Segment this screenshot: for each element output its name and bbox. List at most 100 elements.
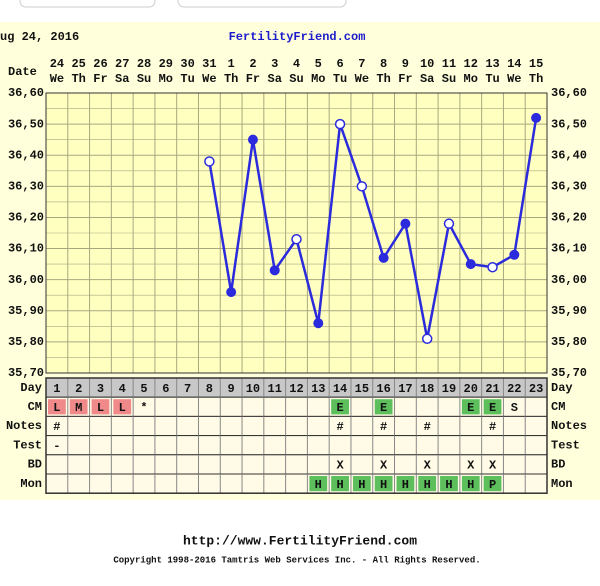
x-tick-label: 30 <box>180 57 194 71</box>
cell-highlight <box>309 476 328 492</box>
x-tick-label: 28 <box>137 57 151 71</box>
weekday-label: Tu <box>485 72 499 86</box>
y-tick-label-right: 36,40 <box>551 148 587 162</box>
chart-title: FertilityFriend.com <box>229 30 366 44</box>
x-tick-label: 31 <box>202 57 216 71</box>
row-label-right: Day <box>551 381 573 395</box>
table-cell: X <box>424 459 432 473</box>
y-tick-label: 35,90 <box>8 304 44 318</box>
table-cell: E <box>336 401 343 415</box>
footer-url: http://www.FertilityFriend.com <box>183 533 417 548</box>
y-tick-label: 36,10 <box>8 242 44 256</box>
cell-highlight <box>483 476 502 492</box>
x-tick-label: 26 <box>93 57 107 71</box>
table-cell: H <box>445 478 452 492</box>
weekday-label: Tu <box>180 72 194 86</box>
table-cell: H <box>315 478 322 492</box>
temperature-point <box>247 134 258 145</box>
x-tick-label: 9 <box>402 57 409 71</box>
weekday-label: Fr <box>246 72 260 86</box>
y-tick-label: 36,20 <box>8 211 44 225</box>
row-label: Mon <box>20 477 42 491</box>
row-label-right: CM <box>551 400 565 414</box>
table-cell: H <box>402 478 409 492</box>
y-tick-label: 35,80 <box>8 335 44 349</box>
table-cell: E <box>489 401 496 415</box>
table-cell: E <box>467 401 474 415</box>
table-row <box>45 435 548 456</box>
temperature-point <box>334 118 346 130</box>
temperature-point <box>313 318 324 329</box>
cell-highlight <box>461 399 480 415</box>
cell-highlight <box>461 476 480 492</box>
table-cell: 9 <box>228 382 235 396</box>
weekday-label: Th <box>376 72 390 86</box>
table-cell: X <box>380 459 388 473</box>
temperature-point <box>291 233 302 245</box>
row-label: BD <box>28 458 42 472</box>
y-tick-label-right: 36,60 <box>551 86 587 100</box>
row-label: Test <box>13 438 42 452</box>
cell-highlight <box>418 476 437 492</box>
table-cell: 3 <box>97 382 104 396</box>
weekday-label: Mo <box>464 72 478 86</box>
table-cell: # <box>336 420 343 434</box>
cell-highlight <box>331 399 349 415</box>
temperature-point <box>378 252 389 263</box>
temperature-point <box>421 333 433 345</box>
top-button <box>177 0 347 8</box>
x-tick-label: 7 <box>358 57 365 71</box>
table-cell: X <box>489 459 497 473</box>
x-tick-label: 4 <box>293 57 300 71</box>
weekday-label: We <box>50 72 64 86</box>
table-row <box>45 415 548 437</box>
x-tick-label: 1 <box>228 57 235 71</box>
y-tick-label-right: 35,80 <box>551 335 587 349</box>
y-tick-label: 36,50 <box>8 117 44 131</box>
temperature-point <box>531 112 542 123</box>
footer-copyright: Copyright 1998-2016 Tamtris Web Services… <box>113 555 480 565</box>
temperature-line <box>208 117 538 340</box>
temperature-point <box>509 249 520 260</box>
cell-highlight <box>374 399 393 415</box>
table-cell: 19 <box>442 382 456 396</box>
x-tick-label: 3 <box>271 57 278 71</box>
table-cell: 4 <box>119 382 126 396</box>
y-tick-label-right: 36,00 <box>551 273 587 287</box>
table-cell: 21 <box>485 382 499 396</box>
y-tick-label: 36,00 <box>8 273 44 287</box>
weekday-label: Su <box>289 72 303 86</box>
temperature-point <box>204 156 215 167</box>
row-label-right: BD <box>551 458 565 472</box>
table-cell: 11 <box>268 382 282 396</box>
table-cell: 16 <box>376 382 390 396</box>
y-tick-label: 36,60 <box>8 86 44 100</box>
weekday-label: Sa <box>115 72 129 86</box>
cell-highlight <box>440 476 458 492</box>
table-cell: 13 <box>311 382 325 396</box>
temperature-point <box>226 287 237 298</box>
x-tick-label: 12 <box>464 57 478 71</box>
x-tick-label: 25 <box>71 57 85 71</box>
y-tick-label-right: 36,50 <box>551 117 587 131</box>
table-cell: H <box>467 478 474 492</box>
row-label-right: Mon <box>551 477 573 491</box>
x-tick-label: 27 <box>115 57 129 71</box>
table-cell: 1 <box>53 382 60 396</box>
cell-highlight <box>48 399 66 415</box>
table-cell: S <box>511 401 518 415</box>
y-tick-label-right: 35,70 <box>551 366 587 380</box>
temperature-point <box>400 218 411 229</box>
y-tick-label-right: 35,90 <box>551 304 587 318</box>
y-tick-label-right: 36,20 <box>551 211 587 225</box>
table-cell: X <box>467 459 475 473</box>
table-cell: 15 <box>355 382 369 396</box>
table-cell: E <box>380 401 387 415</box>
weekday-label: Su <box>137 72 151 86</box>
table-cell: L <box>53 401 60 415</box>
weekday-label: Sa <box>420 72 434 86</box>
top-button <box>19 0 156 8</box>
weekday-label: We <box>202 72 216 86</box>
row-label: CM <box>28 400 42 414</box>
